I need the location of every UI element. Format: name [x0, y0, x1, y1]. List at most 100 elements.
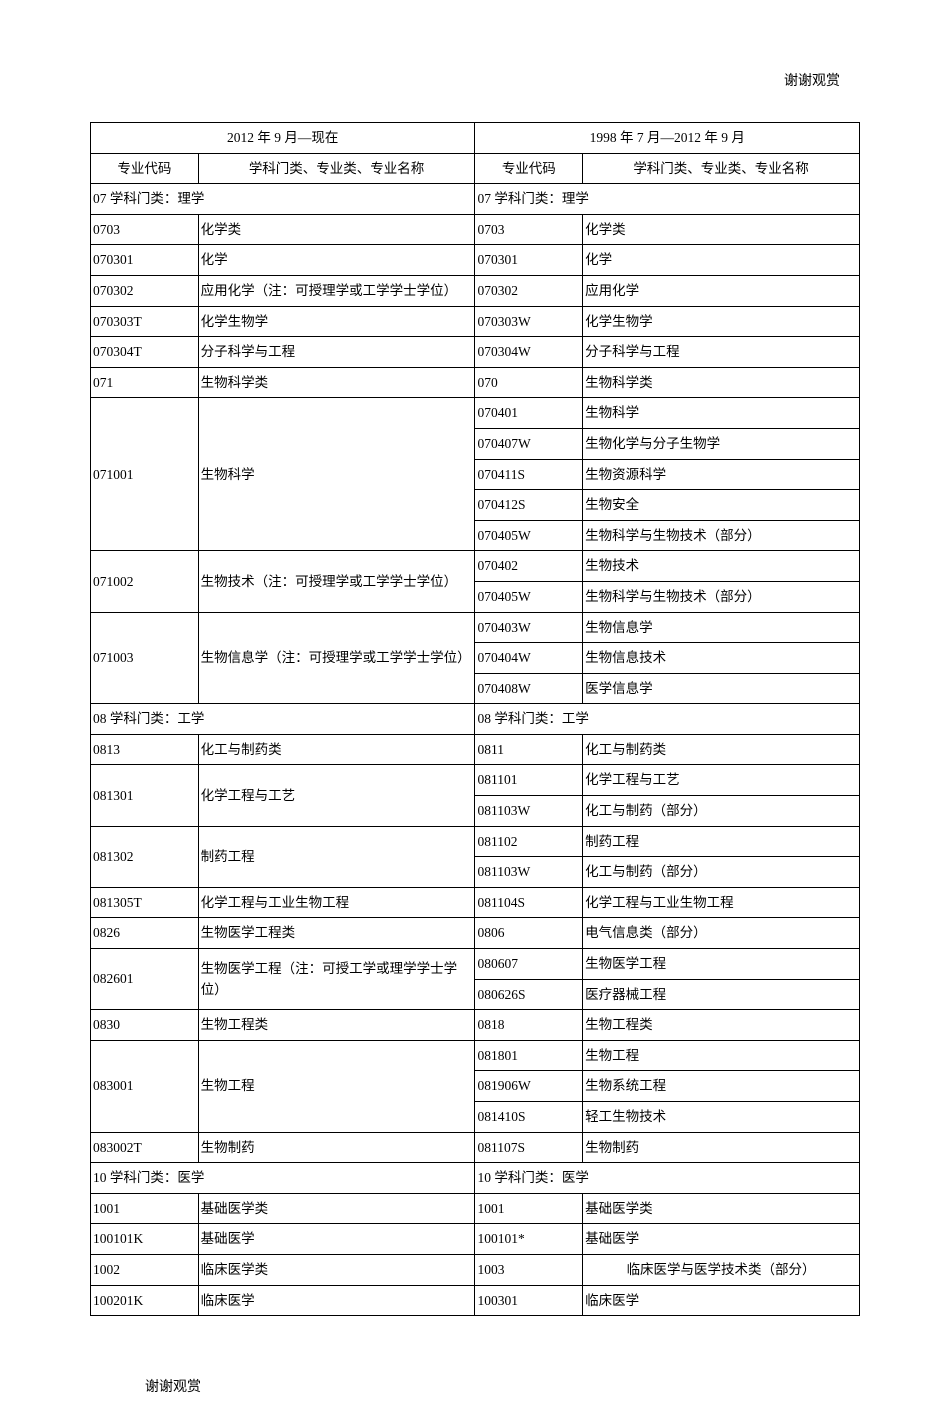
table-cell: 070405W	[475, 581, 583, 612]
table-cell: 医疗器械工程	[583, 979, 860, 1010]
table-cell: 081906W	[475, 1071, 583, 1102]
table-cell: 080607	[475, 949, 583, 980]
table-cell: 生物技术（注：可授理学或工学学士学位）	[198, 551, 475, 612]
table-row: 0830生物工程类0818生物工程类	[91, 1010, 860, 1041]
table-cell: 化学生物学	[583, 306, 860, 337]
table-cell: 生物医学工程（注：可授工学或理学学士学位）	[198, 949, 475, 1010]
table-cell: 0703	[91, 214, 199, 245]
table-cell: 070303T	[91, 306, 199, 337]
table-cell: 081302	[91, 826, 199, 887]
table-cell: 制药工程	[583, 826, 860, 857]
table-cell: 生物科学与生物技术（部分）	[583, 581, 860, 612]
table-cell: 生物信息学（注：可授理学或工学学士学位）	[198, 612, 475, 704]
period-right: 1998 年 7 月—2012 年 9 月	[475, 123, 860, 154]
table-cell: 临床医学与医学技术类（部分）	[583, 1254, 860, 1285]
table-cell: 生物信息学	[583, 612, 860, 643]
table-row: 1002临床医学类1003临床医学与医学技术类（部分）	[91, 1254, 860, 1285]
table-cell: 070403W	[475, 612, 583, 643]
table-cell: 08 学科门类：工学	[91, 704, 475, 735]
table-cell: 070303W	[475, 306, 583, 337]
table-cell: 医学信息学	[583, 673, 860, 704]
table-row: 082601生物医学工程（注：可授工学或理学学士学位）080607生物医学工程	[91, 949, 860, 980]
table-cell: 生物科学与生物技术（部分）	[583, 520, 860, 551]
table-cell: 0806	[475, 918, 583, 949]
table-cell: 081801	[475, 1040, 583, 1071]
table-cell: 化学类	[583, 214, 860, 245]
table-cell: 083002T	[91, 1132, 199, 1163]
table-cell: 0826	[91, 918, 199, 949]
table-cell: 0813	[91, 734, 199, 765]
table-cell: 081101	[475, 765, 583, 796]
table-cell: 070404W	[475, 643, 583, 674]
table-cell: 070302	[91, 275, 199, 306]
table-cell: 生物信息技术	[583, 643, 860, 674]
table-row: 07 学科门类：理学07 学科门类：理学	[91, 184, 860, 215]
table-cell: 生物制药	[198, 1132, 475, 1163]
table-cell: 生物工程类	[583, 1010, 860, 1041]
table-cell: 轻工生物技术	[583, 1102, 860, 1133]
table-cell: 临床医学	[198, 1285, 475, 1316]
table-cell: 071003	[91, 612, 199, 704]
table-cell: 生物制药	[583, 1132, 860, 1163]
table-cell: 应用化学	[583, 275, 860, 306]
table-cell: 100201K	[91, 1285, 199, 1316]
table-cell: 基础医学	[583, 1224, 860, 1255]
table-cell: 生物安全	[583, 490, 860, 521]
table-cell: 07 学科门类：理学	[91, 184, 475, 215]
table-cell: 10 学科门类：医学	[475, 1163, 860, 1194]
table-cell: 081301	[91, 765, 199, 826]
table-cell: 电气信息类（部分）	[583, 918, 860, 949]
table-row: 100101K基础医学100101*基础医学	[91, 1224, 860, 1255]
table-cell: 生物科学	[198, 398, 475, 551]
table-cell: 070304W	[475, 337, 583, 368]
table-cell: 082601	[91, 949, 199, 1010]
period-left: 2012 年 9 月—现在	[91, 123, 475, 154]
table-cell: 083001	[91, 1040, 199, 1132]
table-cell: 生物系统工程	[583, 1071, 860, 1102]
table-cell: 基础医学类	[198, 1193, 475, 1224]
table-cell: 0703	[475, 214, 583, 245]
table-cell: 070301	[91, 245, 199, 276]
table-row: 070304T分子科学与工程070304W分子科学与工程	[91, 337, 860, 368]
table-row: 1001基础医学类1001基础医学类	[91, 1193, 860, 1224]
table-row: 070301化学070301化学	[91, 245, 860, 276]
table-row: 100201K临床医学100301临床医学	[91, 1285, 860, 1316]
table-cell: 生物工程	[583, 1040, 860, 1071]
table-cell: 081104S	[475, 887, 583, 918]
table-cell: 1003	[475, 1254, 583, 1285]
table-cell: 0811	[475, 734, 583, 765]
table-row: 083001生物工程081801生物工程	[91, 1040, 860, 1071]
table-cell: 分子科学与工程	[198, 337, 475, 368]
table-cell: 100301	[475, 1285, 583, 1316]
table-cell: 生物科学类	[583, 367, 860, 398]
table-cell: 生物化学与分子生物学	[583, 428, 860, 459]
table-cell: 化学工程与工业生物工程	[583, 887, 860, 918]
table-cell: 070402	[475, 551, 583, 582]
table-cell: 081103W	[475, 857, 583, 888]
table-row: 070302应用化学（注：可授理学或工学学士学位）070302应用化学	[91, 275, 860, 306]
table-cell: 1001	[91, 1193, 199, 1224]
table-cell: 100101*	[475, 1224, 583, 1255]
table-cell: 化学类	[198, 214, 475, 245]
table-cell: 070405W	[475, 520, 583, 551]
header-watermark: 谢谢观赏	[90, 70, 860, 90]
discipline-table: 2012 年 9 月—现在 1998 年 7 月—2012 年 9 月 专业代码…	[90, 122, 860, 1316]
table-cell: 07 学科门类：理学	[475, 184, 860, 215]
table-cell: 080626S	[475, 979, 583, 1010]
table-cell: 生物资源科学	[583, 459, 860, 490]
table-cell: 化工与制药（部分）	[583, 857, 860, 888]
table-cell: 临床医学类	[198, 1254, 475, 1285]
table-row: 071002生物技术（注：可授理学或工学学士学位）070402生物技术	[91, 551, 860, 582]
table-cell: 070301	[475, 245, 583, 276]
table-cell: 070304T	[91, 337, 199, 368]
table-cell: 081102	[475, 826, 583, 857]
table-cell: 1002	[91, 1254, 199, 1285]
table-cell: 生物科学	[583, 398, 860, 429]
table-row: 0813化工与制药类0811化工与制药类	[91, 734, 860, 765]
table-cell: 生物工程	[198, 1040, 475, 1132]
col-code-left: 专业代码	[91, 153, 199, 184]
table-cell: 070412S	[475, 490, 583, 521]
table-cell: 070411S	[475, 459, 583, 490]
table-cell: 070407W	[475, 428, 583, 459]
table-cell: 应用化学（注：可授理学或工学学士学位）	[198, 275, 475, 306]
